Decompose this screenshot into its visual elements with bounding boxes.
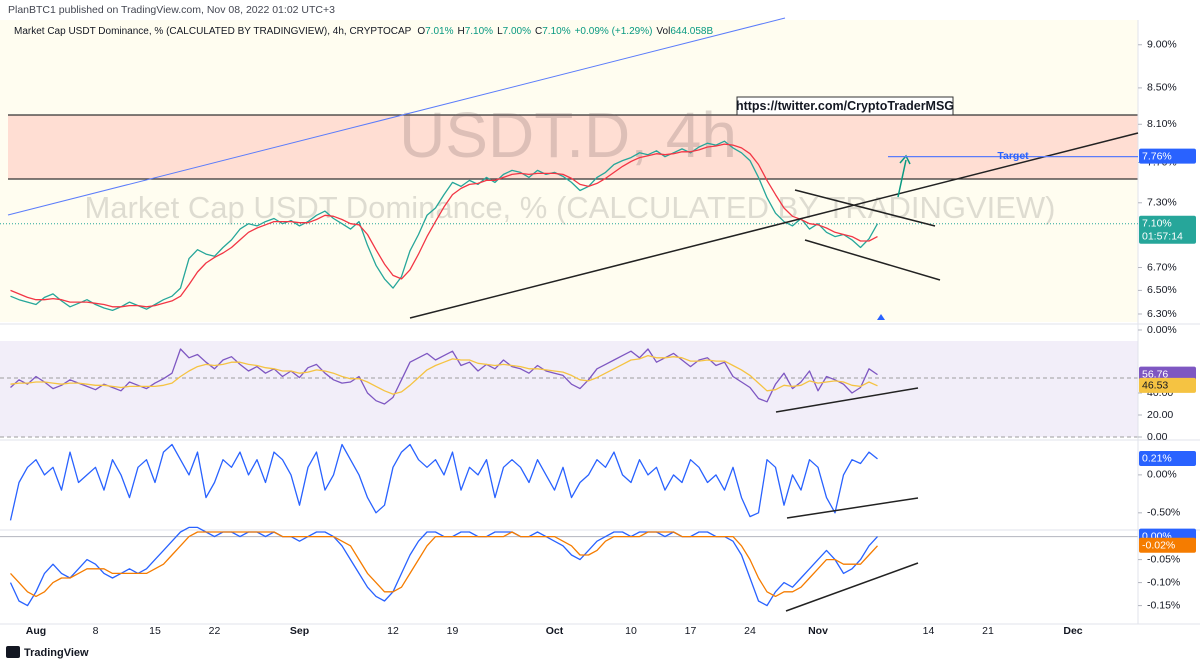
plots — [0, 140, 1138, 607]
last-value-box — [1139, 366, 1196, 382]
link-box — [736, 96, 954, 116]
y-tick-label: -0.05% — [1147, 553, 1180, 565]
ohlc-value: 7.01% — [425, 26, 453, 37]
last-value-box — [1139, 215, 1196, 244]
trend-line — [786, 497, 919, 519]
y-tick-label: -0.50% — [1147, 507, 1180, 519]
main-pane-bg — [0, 20, 1138, 322]
ohlc-key: C — [535, 26, 542, 37]
last-value-box — [1139, 377, 1196, 393]
last-value-box — [1139, 450, 1196, 466]
x-tick-label: Aug — [26, 625, 46, 637]
zone — [8, 115, 1138, 179]
y-tick-label: 6.50% — [1147, 284, 1177, 296]
footer-brand: TradingView — [24, 647, 89, 659]
ohlc-value: 7.10% — [542, 26, 570, 37]
y-tick-label: -0.10% — [1147, 576, 1180, 588]
y-tick-label: 8.50% — [1147, 82, 1177, 94]
trend-line — [785, 562, 919, 612]
y-tick-label: 0.00% — [1147, 324, 1177, 336]
link[interactable]: https://twitter.com/CryptoTraderMSG — [736, 99, 954, 113]
target-value-label: 7.76% — [1142, 150, 1172, 162]
y-tick-label: -0.15% — [1147, 599, 1180, 611]
x-tick-label: Dec — [1063, 625, 1082, 637]
x-tick-label: 8 — [93, 625, 99, 637]
volume-value: 644.058B — [670, 26, 713, 37]
x-tick-label: 15 — [149, 625, 161, 637]
trend-line — [409, 132, 1139, 319]
rsi-band — [0, 341, 1138, 437]
watermark-description: Market Cap USDT Dominance, % (CALCULATED… — [84, 190, 1055, 225]
y-tick-label: 6.70% — [1147, 261, 1177, 273]
legend: Market Cap USDT Dominance, % (CALCULATED… — [14, 26, 713, 37]
last-value-label: 7.10% — [1142, 218, 1172, 230]
series-line — [10, 348, 878, 405]
last-value-label: -0.02% — [1142, 540, 1175, 552]
trend-line — [7, 17, 786, 216]
trend-line — [804, 239, 941, 281]
target-label: Target — [997, 150, 1029, 162]
legend-title: Market Cap USDT Dominance, % (CALCULATED… — [14, 26, 412, 37]
target-arrow — [897, 159, 907, 198]
countdown: 01:57:14 — [1142, 231, 1183, 243]
y-tick-label: 9.00% — [1147, 39, 1177, 51]
watermark-symbol: USDT.D, 4h — [399, 99, 737, 171]
y-tick-label: 7.30% — [1147, 197, 1177, 209]
last-value-box — [1139, 537, 1196, 553]
x-tick-label: Sep — [290, 625, 309, 637]
x-tick-label: Nov — [808, 625, 828, 637]
series-line — [9, 443, 878, 521]
trend-line — [794, 189, 936, 227]
series-line — [10, 531, 878, 598]
x-tick-label: 12 — [387, 625, 399, 637]
y-tick-label: 0.00 — [1147, 431, 1168, 443]
x-tick-label: 10 — [625, 625, 637, 637]
series-line — [10, 143, 878, 308]
target-box — [1139, 148, 1196, 164]
x-tick-label: 17 — [685, 625, 697, 637]
marker — [877, 314, 885, 320]
ohlc-value: 7.00% — [503, 26, 531, 37]
y-tick-label: 6.30% — [1147, 308, 1177, 320]
change: +0.09% (+1.29%) — [575, 26, 653, 37]
last-value-label: 46.53 — [1142, 380, 1168, 392]
trend-line — [775, 387, 919, 413]
y-tick-label: 8.10% — [1147, 118, 1177, 130]
ohlc-key: L — [497, 26, 503, 37]
series-line — [10, 140, 879, 312]
logo-icon — [6, 646, 20, 658]
ohlc-key: O — [417, 26, 425, 37]
volume-key: Vol — [656, 26, 670, 37]
x-tick-label: 19 — [447, 625, 459, 637]
target-arrowhead — [899, 154, 911, 165]
y-tick-label: 0.00% — [1147, 469, 1177, 481]
footer-logo: TradingView — [6, 646, 89, 659]
x-tick-label: 14 — [923, 625, 935, 637]
x-tick-label: 22 — [209, 625, 221, 637]
ohlc-key: H — [457, 26, 464, 37]
last-value-label: 56.76 — [1142, 368, 1168, 380]
x-tick-label: 24 — [744, 625, 756, 637]
ohlc-value: 7.10% — [465, 26, 493, 37]
published: PlanBTC1 published on TradingView.com, N… — [8, 4, 335, 16]
last-value-label: 0.21% — [1142, 453, 1172, 465]
y-tick-label: 20.00 — [1147, 409, 1173, 421]
series-line — [10, 354, 878, 395]
x-tick-label: 21 — [982, 625, 994, 637]
x-tick-label: Oct — [546, 625, 564, 637]
